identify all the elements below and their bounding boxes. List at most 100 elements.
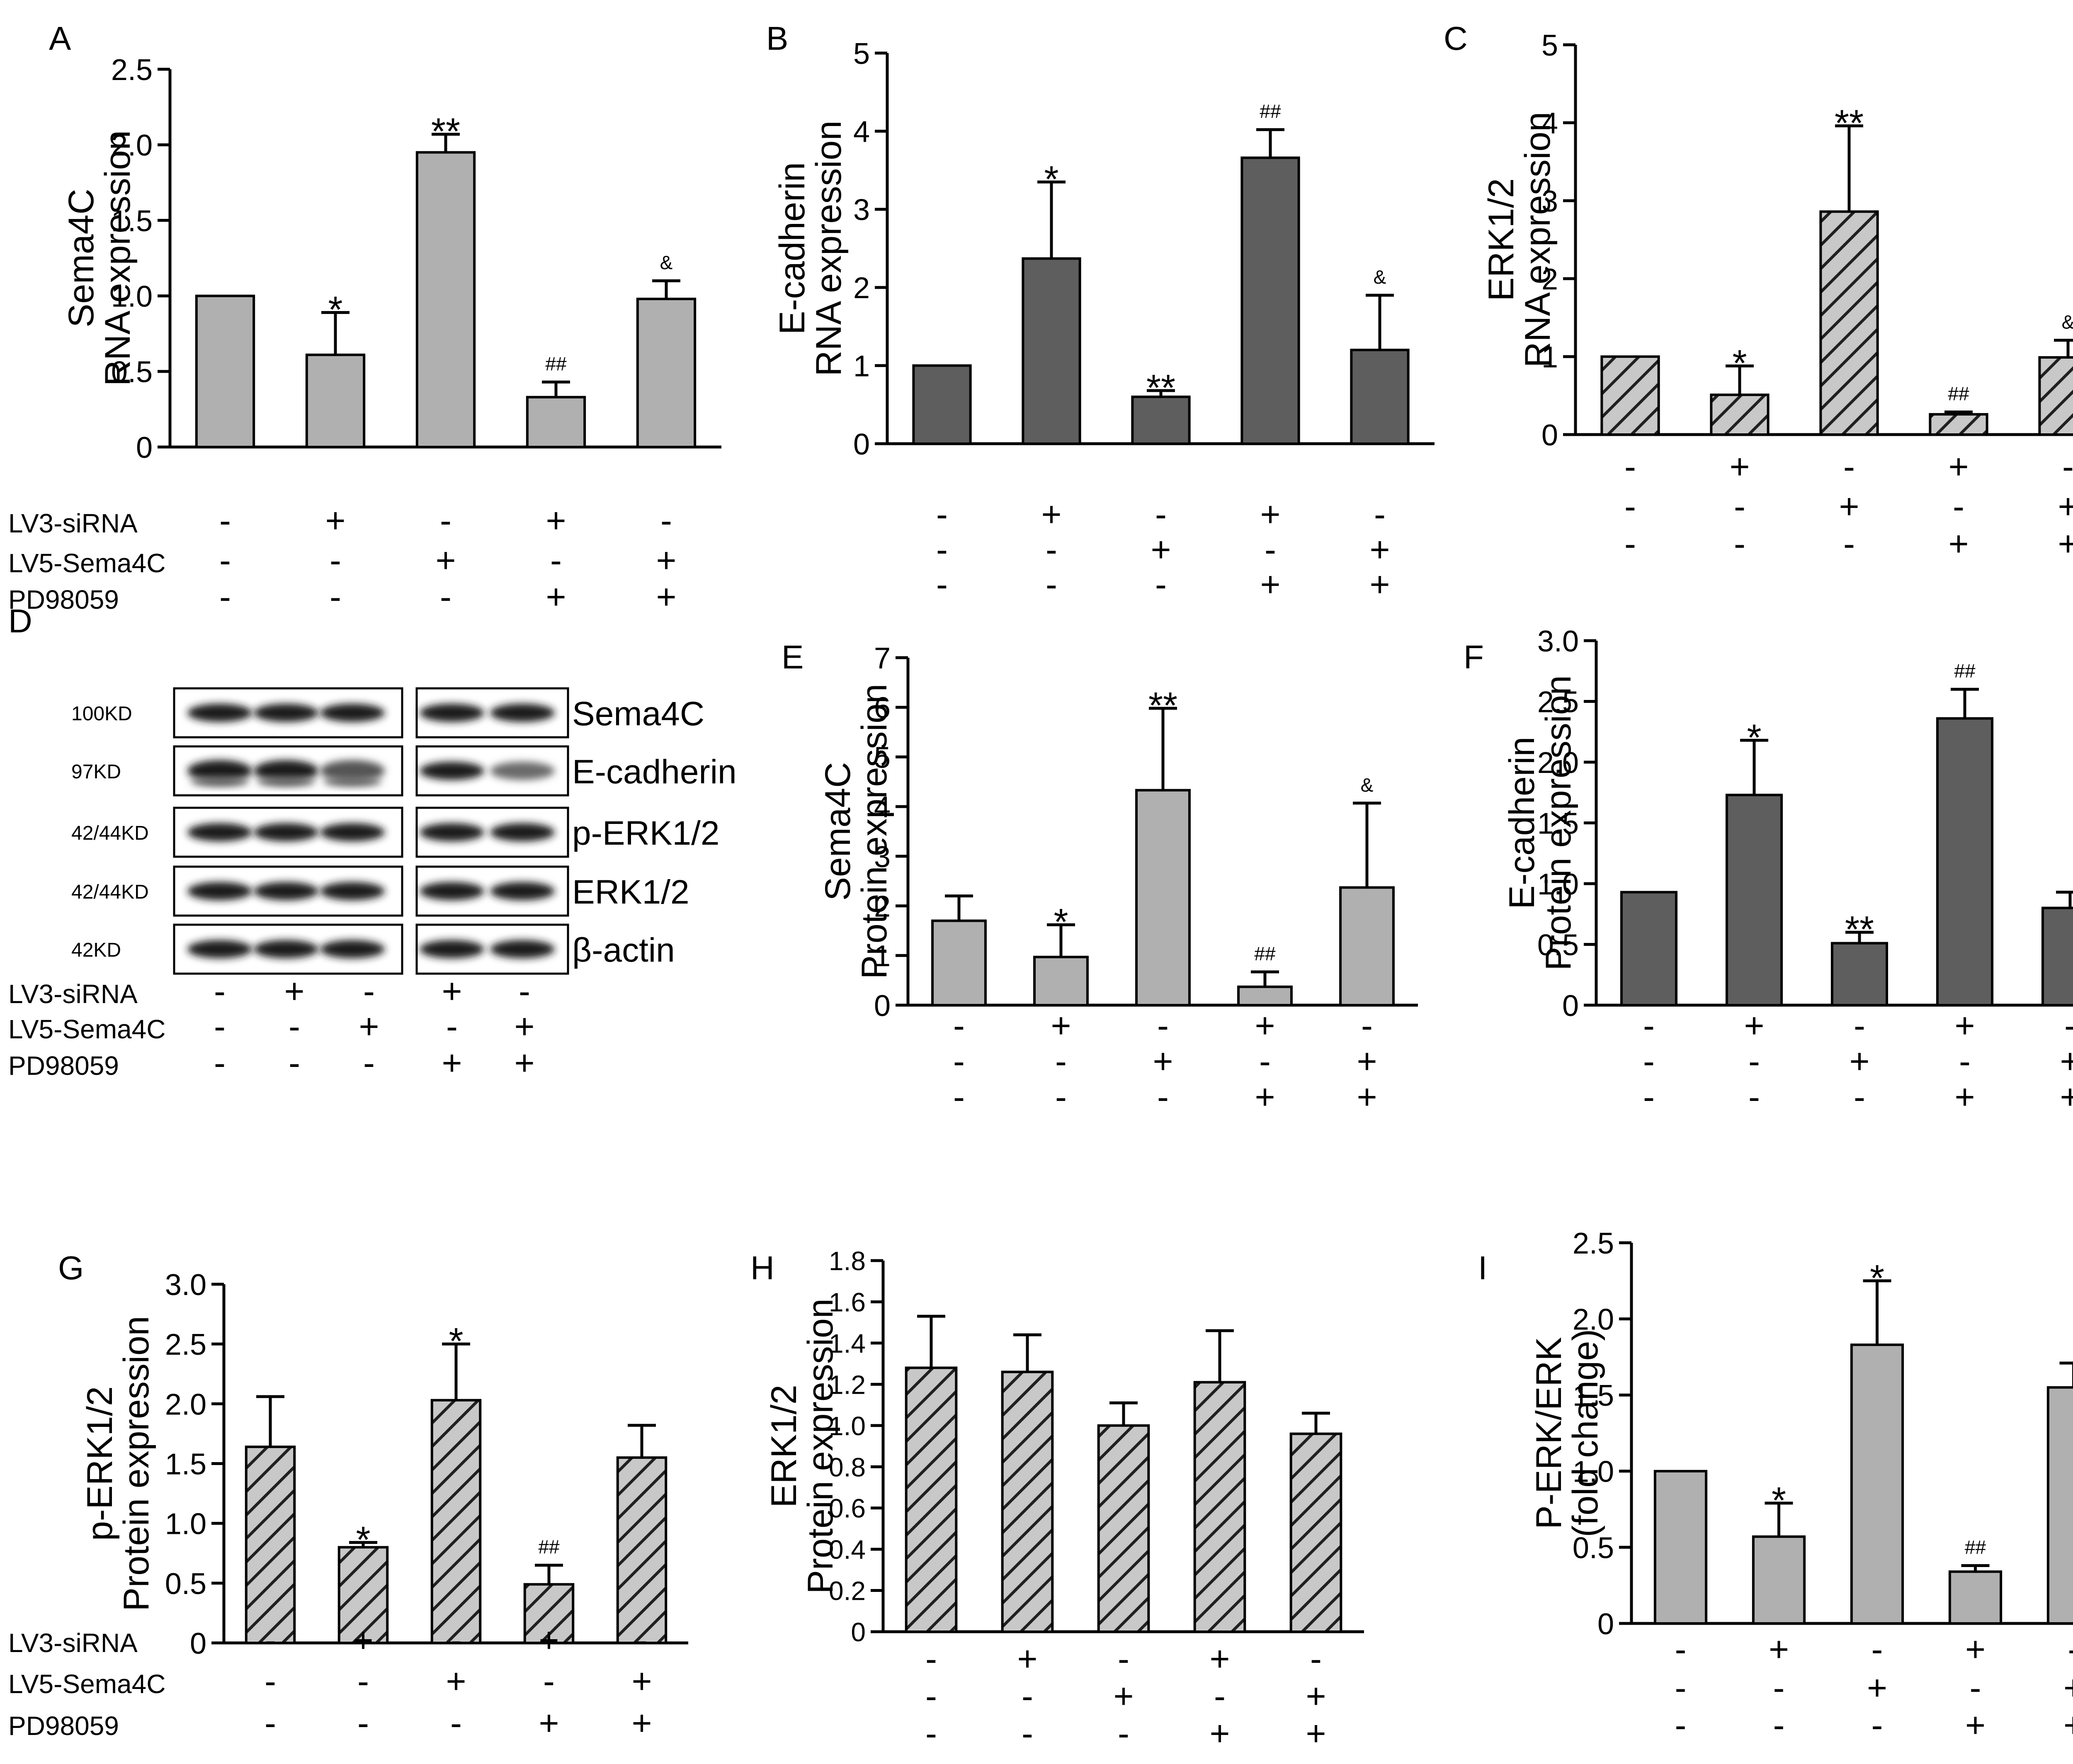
significance-mark: ** xyxy=(1148,685,1177,726)
bar-H-2 xyxy=(1001,1370,1054,1633)
treatment-sign: - xyxy=(1643,1006,1655,1045)
y-axis-label-line1: p-ERK1/2 xyxy=(80,1386,120,1541)
blot-band xyxy=(490,762,555,780)
blot-protein-label: ERK1/2 xyxy=(572,873,689,911)
y-tick-label: 4 xyxy=(1541,107,1558,140)
treatment-sign: - xyxy=(330,541,341,580)
bar-H-5 xyxy=(1289,1432,1342,1633)
y-tick-label: 0 xyxy=(874,989,891,1023)
bar-I-5 xyxy=(2046,1386,2073,1625)
treatment-sign: + xyxy=(1948,447,1969,486)
treatment-sign: - xyxy=(440,577,451,616)
treatment-sign: + xyxy=(284,972,304,1011)
treatment-sign: - xyxy=(936,495,948,534)
treatment-sign: + xyxy=(1948,524,1969,563)
blot-kd-label: 42/44KD xyxy=(71,822,149,844)
treatment-sign: - xyxy=(1046,530,1057,569)
treatment-name: LV5-Sema4C xyxy=(8,1669,165,1699)
y-tick-label: 0.5 xyxy=(1537,928,1579,962)
blot-band xyxy=(187,940,252,958)
blot-band xyxy=(254,940,318,958)
bar-F-3 xyxy=(1830,942,1889,1007)
blot-kd-label: 100KD xyxy=(71,703,132,725)
treatment-sign: - xyxy=(289,1007,300,1046)
panel-letter-B: B xyxy=(766,20,788,57)
y-tick-label: 0 xyxy=(136,431,153,464)
treatment-sign: + xyxy=(446,1662,466,1701)
y-axis-label: E-cadherinRNA expression xyxy=(772,121,849,377)
treatment-sign: - xyxy=(289,1043,300,1082)
bar-A-2 xyxy=(305,353,366,448)
panel-letter-E: E xyxy=(782,639,803,675)
y-tick-label: 1.4 xyxy=(829,1329,866,1358)
blot-band xyxy=(490,823,555,841)
treatment-sign: - xyxy=(2068,1630,2073,1669)
treatment-sign: - xyxy=(1310,1639,1322,1678)
y-axis-label-line2: Protein expression xyxy=(801,1298,840,1594)
y-tick-label: 3.0 xyxy=(165,1268,206,1302)
y-tick-label: 1.0 xyxy=(1537,868,1579,901)
treatment-sign: + xyxy=(2060,1042,2073,1081)
treatment-sign: - xyxy=(214,1043,226,1082)
treatment-sign: + xyxy=(353,1621,373,1660)
significance-mark: ## xyxy=(1948,383,1969,404)
y-tick-label: 3 xyxy=(1541,185,1558,218)
treatment-sign: + xyxy=(1209,1714,1230,1753)
treatment-sign: + xyxy=(1954,1077,1975,1116)
bar-E-2 xyxy=(1033,955,1089,1007)
y-tick-label: 0.8 xyxy=(829,1452,866,1482)
treatment-sign: - xyxy=(1046,565,1057,604)
treatment-sign: - xyxy=(1734,524,1745,563)
panel-letter-I: I xyxy=(1478,1249,1487,1286)
treatment-sign: + xyxy=(2063,1706,2073,1745)
treatment-sign: - xyxy=(1748,1042,1760,1081)
blot-band xyxy=(187,823,252,841)
bar-A-4 xyxy=(526,396,586,448)
treatment-sign: - xyxy=(1361,1006,1373,1045)
blot-protein-label: E-cadherin xyxy=(572,753,737,791)
treatment-sign: - xyxy=(953,1077,965,1116)
blot-band xyxy=(420,882,484,900)
significance-mark: ## xyxy=(545,353,567,374)
blot-band xyxy=(187,882,252,900)
treatment-sign: + xyxy=(1867,1668,1887,1707)
treatment-sign: - xyxy=(1118,1639,1129,1678)
y-tick-label: 1.5 xyxy=(111,204,153,238)
y-tick-label: 2.0 xyxy=(111,129,153,162)
treatment-sign: + xyxy=(359,1007,379,1046)
y-tick-label: 2.5 xyxy=(1573,1227,1614,1260)
y-tick-label: 0.5 xyxy=(111,356,153,389)
y-tick-label: 7 xyxy=(874,642,891,675)
treatment-sign: - xyxy=(440,501,451,540)
y-axis-label-line1: ERK1/2 xyxy=(1481,178,1521,301)
treatment-sign: + xyxy=(325,501,345,540)
blot-band xyxy=(187,760,252,782)
treatment-sign: + xyxy=(1306,1677,1326,1715)
panel-letter-G: G xyxy=(58,1249,84,1286)
treatment-sign: + xyxy=(1954,1006,1975,1045)
treatment-sign: + xyxy=(1260,495,1280,534)
treatment-sign: - xyxy=(265,1621,276,1660)
y-tick-label: 0 xyxy=(851,1617,866,1647)
significance-mark: ## xyxy=(1260,101,1281,122)
y-tick-label: 6 xyxy=(874,692,891,725)
blot-band xyxy=(257,777,315,787)
treatment-sign: - xyxy=(265,1662,276,1701)
y-axis-label-line2: Protein expression xyxy=(117,1316,156,1611)
treatment-name: PD98059 xyxy=(8,1711,119,1741)
y-tick-label: 1.6 xyxy=(829,1287,866,1317)
significance-mark: ** xyxy=(1845,909,1874,950)
treatment-sign: - xyxy=(357,1703,369,1742)
y-tick-label: 1 xyxy=(874,940,891,973)
y-tick-label: 1.0 xyxy=(1573,1455,1614,1489)
treatment-sign: - xyxy=(1675,1630,1687,1669)
blot-protein-label: β-actin xyxy=(572,931,675,969)
treatment-sign: + xyxy=(1839,487,1859,526)
blot-band xyxy=(490,882,555,900)
significance-mark: ## xyxy=(538,1536,560,1558)
bar-I-1 xyxy=(1653,1470,1708,1625)
y-tick-label: 1.5 xyxy=(1537,807,1579,840)
treatment-sign: + xyxy=(1744,1006,1764,1045)
treatment-sign: + xyxy=(1255,1077,1275,1116)
